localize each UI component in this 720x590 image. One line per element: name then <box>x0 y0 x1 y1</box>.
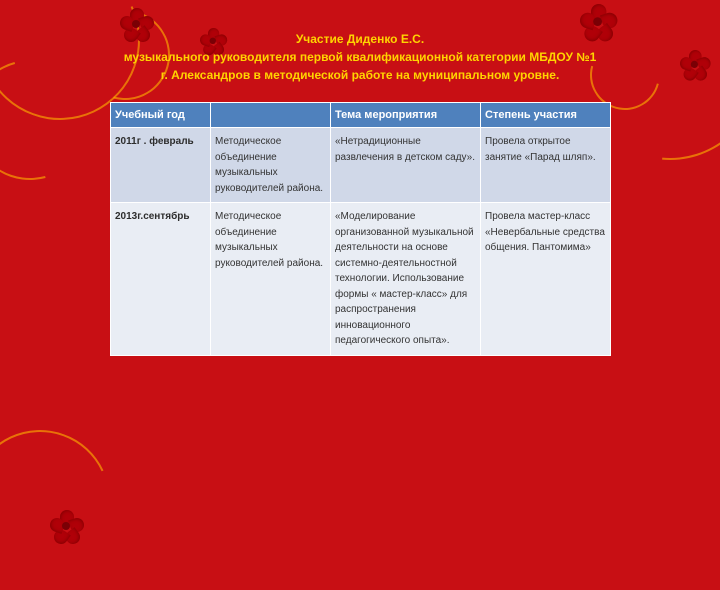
col-header-topic: Тема мероприятия <box>331 103 481 128</box>
col-header-year: Учебный год <box>111 103 211 128</box>
cell-year: 2011г . февраль <box>111 128 211 203</box>
table-row: 2011г . февраль Методическое объединение… <box>111 128 611 203</box>
cell-topic: «Нетрадиционные развлечения в детском са… <box>331 128 481 203</box>
cell-degree: Провела открытое занятие «Парад шляп». <box>481 128 611 203</box>
cell-org: Методическое объединение музыкальных рук… <box>211 203 331 356</box>
slide-title: Участие Диденко Е.С. музыкального руково… <box>0 0 720 96</box>
table-row: 2013г.сентябрь Методическое объединение … <box>111 203 611 356</box>
title-line-2: музыкального руководителя первой квалифи… <box>40 48 680 66</box>
table-header-row: Учебный год Тема мероприятия Степень уча… <box>111 103 611 128</box>
cell-degree: Провела мастер-класс «Невербальные средс… <box>481 203 611 356</box>
cell-topic: «Моделирование организованной музыкально… <box>331 203 481 356</box>
title-line-3: г. Александров в методической работе на … <box>40 66 680 84</box>
col-header-org <box>211 103 331 128</box>
participation-table: Учебный год Тема мероприятия Степень уча… <box>110 102 610 356</box>
swirl-decoration <box>0 410 130 589</box>
title-line-1: Участие Диденко Е.С. <box>40 30 680 48</box>
cell-org: Методическое объединение музыкальных рук… <box>211 128 331 203</box>
cell-year: 2013г.сентябрь <box>111 203 211 356</box>
col-header-degree: Степень участия <box>481 103 611 128</box>
